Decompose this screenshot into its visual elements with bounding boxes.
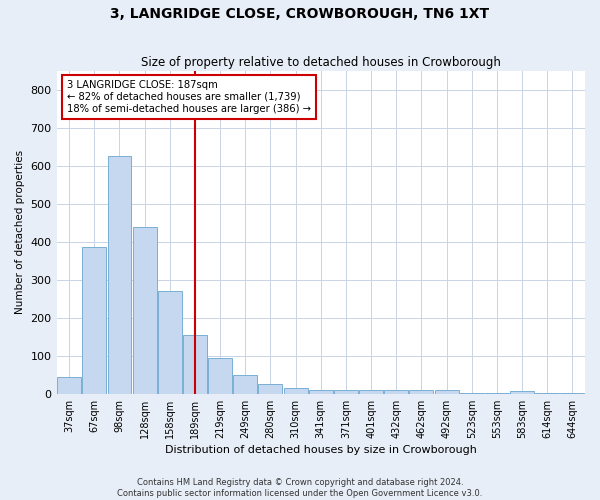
Bar — [359, 390, 383, 394]
Bar — [434, 390, 458, 394]
Bar — [259, 384, 283, 394]
Bar — [183, 335, 207, 394]
Bar — [510, 391, 534, 394]
Bar — [233, 375, 257, 394]
Bar — [133, 226, 157, 394]
Text: 3, LANGRIDGE CLOSE, CROWBOROUGH, TN6 1XT: 3, LANGRIDGE CLOSE, CROWBOROUGH, TN6 1XT — [110, 8, 490, 22]
Y-axis label: Number of detached properties: Number of detached properties — [15, 150, 25, 314]
Text: 3 LANGRIDGE CLOSE: 187sqm
← 82% of detached houses are smaller (1,739)
18% of se: 3 LANGRIDGE CLOSE: 187sqm ← 82% of detac… — [67, 80, 311, 114]
Bar — [334, 390, 358, 394]
Bar — [107, 156, 131, 394]
Bar — [385, 390, 408, 394]
Bar — [208, 358, 232, 394]
Bar — [409, 390, 433, 394]
Bar — [158, 291, 182, 394]
Bar — [57, 376, 81, 394]
Bar — [284, 388, 308, 394]
Text: Contains HM Land Registry data © Crown copyright and database right 2024.
Contai: Contains HM Land Registry data © Crown c… — [118, 478, 482, 498]
Title: Size of property relative to detached houses in Crowborough: Size of property relative to detached ho… — [141, 56, 501, 70]
Bar — [309, 390, 333, 394]
Bar — [82, 248, 106, 394]
X-axis label: Distribution of detached houses by size in Crowborough: Distribution of detached houses by size … — [165, 445, 477, 455]
